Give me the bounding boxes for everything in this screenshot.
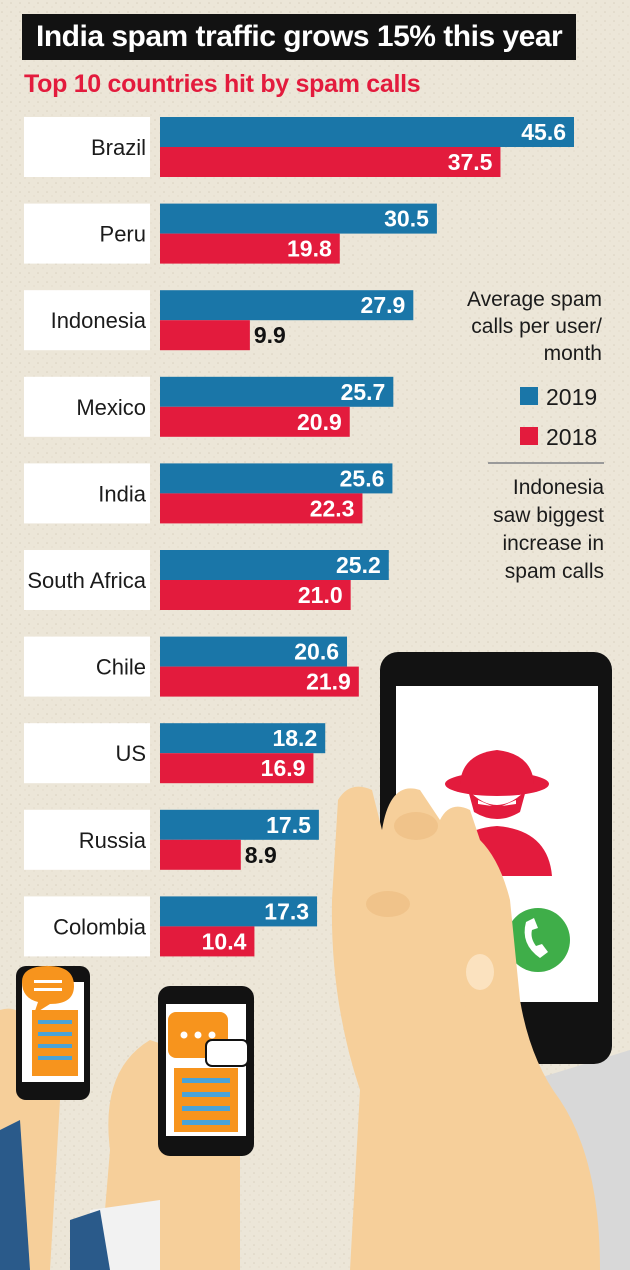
bar-2019-chile (160, 636, 348, 667)
category-label-mexico: Mexico (76, 395, 146, 420)
category-label-chile: Chile (96, 655, 146, 680)
value-label-2018-india: 22.3 (310, 495, 355, 521)
bar-2019-india (160, 463, 393, 494)
category-label-russia: Russia (79, 828, 147, 853)
category-label-box-brazil (24, 117, 150, 177)
bar-2018-brazil (160, 147, 501, 177)
value-label-2019-brazil: 45.6 (521, 119, 566, 145)
bar-2018-us (160, 753, 314, 784)
bar-2018-peru (160, 233, 340, 264)
bar-2018-south-africa (160, 580, 351, 610)
category-label-peru: Peru (100, 222, 146, 247)
legend-swatch-2018 (520, 427, 538, 445)
category-label-colombia: Colombia (53, 914, 147, 939)
value-label-2019-indonesia: 27.9 (361, 292, 406, 318)
bar-groups: Brazil 45.6 37.5 Peru 30.5 19.8 Indonesia 27.9 9… (24, 117, 574, 957)
category-label-box-india (24, 463, 150, 524)
annotation-note: Indonesia saw biggest increase in spam c… (462, 474, 604, 586)
value-label-2018-us: 16.9 (261, 755, 306, 781)
value-label-2018-peru: 19.8 (287, 236, 332, 262)
bar-2019-mexico (160, 376, 394, 407)
value-label-2019-india: 25.6 (340, 465, 385, 491)
headline: India spam traffic grows 15% this year (22, 14, 576, 60)
bar-2019-peru (160, 203, 437, 234)
bar-2018-chile (160, 666, 359, 697)
bar-2019-brazil (160, 117, 574, 147)
bar-2018-mexico (160, 406, 350, 437)
bar-2019-south-africa (160, 550, 389, 580)
note-line: spam calls (504, 560, 604, 583)
category-label-brazil: Brazil (91, 135, 146, 160)
note-line: Indonesia (512, 476, 604, 499)
category-label-box-indonesia (24, 290, 150, 351)
phone-illustration (0, 652, 630, 1270)
legend-divider (488, 462, 604, 464)
legend-label-2018: 2018 (546, 424, 598, 450)
value-label-2019-us: 18.2 (272, 725, 317, 751)
category-label-box-russia (24, 809, 150, 870)
bar-2018-india (160, 493, 363, 524)
value-label-2018-russia: 8.9 (245, 842, 277, 868)
bar-2019-indonesia (160, 290, 414, 321)
legend-swatch-2019 (520, 387, 538, 405)
legend-title-line: month (543, 342, 602, 365)
category-label-indonesia: Indonesia (51, 308, 147, 333)
value-label-2018-colombia: 10.4 (202, 928, 247, 954)
category-label-box-colombia (24, 896, 150, 957)
legend-title: Average spam calls per user/ month (462, 286, 602, 367)
value-label-2018-indonesia: 9.9 (254, 322, 286, 348)
category-label-india: India (98, 481, 146, 506)
bar-2019-colombia (160, 896, 318, 927)
category-label-box-south-africa (24, 550, 150, 610)
bar-2018-russia (160, 839, 241, 870)
small-phone-middle (70, 986, 254, 1270)
legend-title-line: Average spam (466, 288, 602, 311)
value-label-2019-south-africa: 25.2 (336, 552, 381, 578)
category-label-us: US (115, 741, 146, 766)
value-label-2019-peru: 30.5 (384, 206, 429, 232)
bar-2019-russia (160, 809, 319, 840)
legend-title-line: calls per user/ (471, 315, 602, 338)
value-label-2018-brazil: 37.5 (448, 149, 493, 175)
value-label-2019-mexico: 25.7 (341, 379, 386, 405)
category-label-box-chile (24, 636, 150, 697)
category-label-south-africa: South Africa (27, 568, 146, 593)
small-phone-left (0, 966, 90, 1270)
bar-2019-us (160, 723, 326, 754)
value-label-2018-south-africa: 21.0 (298, 582, 343, 608)
value-label-2019-russia: 17.5 (266, 812, 311, 838)
bar-2018-colombia (160, 926, 255, 957)
category-label-box-mexico (24, 376, 150, 437)
bar-2018-indonesia (160, 320, 250, 351)
category-label-box-us (24, 723, 150, 784)
answer-call-icon (506, 908, 570, 972)
value-label-2018-mexico: 20.9 (297, 409, 342, 435)
legend-label-2019: 2019 (546, 384, 598, 410)
value-label-2019-colombia: 17.3 (264, 898, 309, 924)
value-label-2018-chile: 21.9 (306, 669, 351, 695)
chart-title: Top 10 countries hit by spam calls (24, 70, 421, 98)
category-label-box-peru (24, 203, 150, 264)
note-line: saw biggest (493, 504, 604, 527)
value-label-2019-chile: 20.6 (294, 639, 339, 665)
note-line: increase in (502, 532, 604, 555)
